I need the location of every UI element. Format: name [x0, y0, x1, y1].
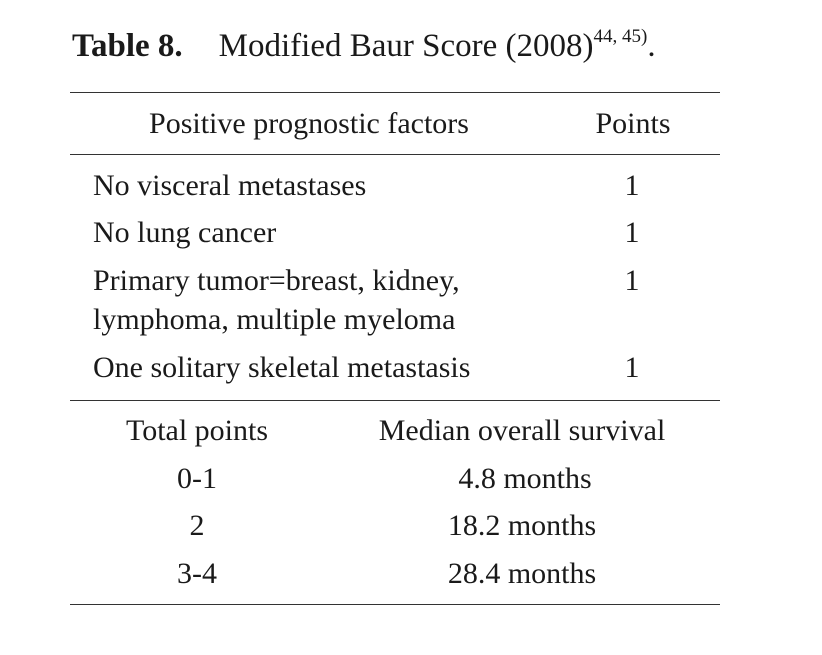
points-cell: 1: [624, 351, 640, 384]
header-median-survival: Median overall survival: [378, 414, 666, 447]
reference-superscript: 44, 45): [593, 26, 648, 47]
caption-period: .: [647, 28, 656, 64]
header-rule: [70, 154, 720, 155]
top-rule: [70, 92, 720, 93]
factor-cell: One solitary skeletal metastasis: [93, 351, 471, 384]
total-points-cell: 2: [189, 509, 205, 542]
header-total-points: Total points: [125, 414, 269, 447]
survival-cell: 18.2 months: [447, 509, 597, 542]
total-points-cell: 3-4: [177, 557, 217, 590]
factor-cell: Primary tumor=breast, kidney,: [93, 264, 460, 297]
table-title: Modified Baur Score (2008): [218, 28, 594, 64]
middle-rule: [70, 400, 720, 401]
factor-cell: No lung cancer: [93, 216, 277, 249]
header-points: Points: [595, 107, 671, 140]
total-points-cell: 0-1: [177, 462, 217, 495]
factor-cell-continued: lymphoma, multiple myeloma: [93, 303, 456, 336]
header-factors: Positive prognostic factors: [149, 107, 469, 140]
table-caption: Table 8. Modified Baur Score (2008)44, 45…: [72, 26, 656, 66]
survival-cell: 28.4 months: [447, 557, 597, 590]
factor-cell: No visceral metastases: [93, 169, 367, 202]
points-cell: 1: [624, 169, 640, 202]
points-cell: 1: [624, 216, 640, 249]
survival-cell: 4.8 months: [458, 462, 592, 495]
bottom-rule: [70, 604, 720, 605]
points-cell: 1: [624, 264, 640, 297]
table-label: Table 8.: [72, 28, 183, 64]
